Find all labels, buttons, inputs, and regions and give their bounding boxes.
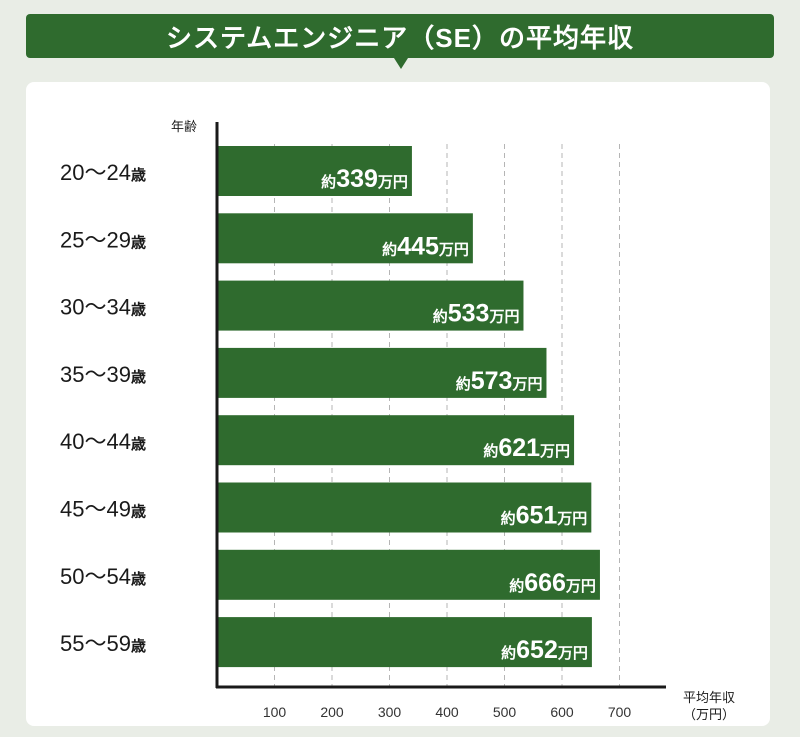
y-axis-title: 年齢 (171, 119, 197, 134)
x-axis-title: 平均年収 (683, 690, 735, 705)
category-label: 40〜44歳 (60, 429, 146, 454)
bar (217, 549, 600, 600)
x-tick-label: 200 (320, 704, 344, 720)
bar (217, 482, 592, 533)
x-tick-label: 500 (493, 704, 517, 720)
value-label: 約651万円 (501, 502, 588, 530)
value-label: 約445万円 (382, 232, 469, 260)
chart-title: システムエンジニア（SE）の平均年収 (166, 22, 634, 53)
chart-panel: 約339万円 20〜24歳約445万円 25〜29歳約533万円 30〜34歳約573… (26, 82, 770, 726)
value-label: 約621万円 (483, 434, 570, 462)
value-label: 約652万円 (501, 636, 588, 664)
category-label: 50〜54歳 (60, 564, 146, 589)
x-axis-unit: （万円） (683, 707, 735, 722)
category-label: 25〜29歳 (60, 227, 146, 252)
x-tick-label: 300 (378, 704, 402, 720)
category-label: 30〜34歳 (60, 295, 146, 320)
bar (217, 617, 592, 668)
x-tick-label: 700 (608, 704, 632, 720)
value-label: 約339万円 (321, 165, 408, 193)
x-tick-label: 400 (435, 704, 459, 720)
x-tick-label: 600 (550, 704, 574, 720)
value-label: 約533万円 (433, 300, 520, 328)
category-label: 35〜39歳 (60, 362, 146, 387)
title-pointer (394, 58, 408, 69)
category-label: 45〜49歳 (60, 497, 146, 522)
value-label: 約666万円 (509, 569, 596, 597)
chart-title-banner: システムエンジニア（SE）の平均年収 (26, 14, 774, 58)
category-label: 20〜24歳 (60, 160, 146, 185)
value-label: 約573万円 (456, 367, 543, 395)
bar (217, 347, 547, 398)
category-label: 55〜59歳 (60, 631, 146, 656)
bar (217, 213, 473, 264)
x-tick-label: 100 (263, 704, 287, 720)
bar (217, 146, 412, 196)
bar (217, 280, 524, 331)
bar (217, 415, 575, 466)
